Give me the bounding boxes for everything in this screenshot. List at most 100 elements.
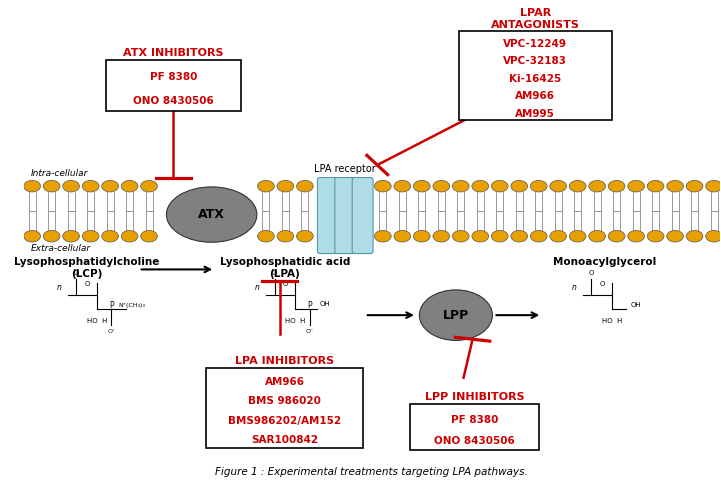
Text: PF 8380: PF 8380 <box>451 415 498 424</box>
Text: Intra-cellular: Intra-cellular <box>31 169 88 179</box>
Circle shape <box>570 181 586 192</box>
Text: O⁻: O⁻ <box>306 329 314 334</box>
Circle shape <box>82 230 99 242</box>
Text: ATX INHIBITORS: ATX INHIBITORS <box>123 48 224 59</box>
FancyBboxPatch shape <box>335 178 355 254</box>
Circle shape <box>102 181 118 192</box>
Circle shape <box>433 181 450 192</box>
Text: P: P <box>307 302 312 310</box>
Text: AM966: AM966 <box>516 91 555 101</box>
Text: n: n <box>255 283 260 292</box>
Text: LPA INHIBITORS: LPA INHIBITORS <box>235 356 335 366</box>
Circle shape <box>531 181 547 192</box>
Text: VPC-12249: VPC-12249 <box>503 39 567 49</box>
Text: HO  H: HO H <box>285 318 306 324</box>
Text: HO  H: HO H <box>87 318 107 324</box>
Circle shape <box>628 181 645 192</box>
Text: BMS 986020: BMS 986020 <box>248 396 321 406</box>
Circle shape <box>394 230 411 242</box>
Circle shape <box>492 181 508 192</box>
Circle shape <box>277 230 293 242</box>
Circle shape <box>706 230 721 242</box>
Circle shape <box>472 230 489 242</box>
Text: ATX: ATX <box>198 208 225 221</box>
Circle shape <box>589 230 606 242</box>
Text: PF 8380: PF 8380 <box>150 72 197 82</box>
Text: P: P <box>109 302 114 310</box>
Ellipse shape <box>420 290 492 340</box>
Circle shape <box>296 230 313 242</box>
Text: Lysophosphatidylcholine
(LCP): Lysophosphatidylcholine (LCP) <box>14 257 159 279</box>
Text: Ki-16425: Ki-16425 <box>509 74 562 84</box>
Circle shape <box>63 230 79 242</box>
Circle shape <box>374 230 392 242</box>
Circle shape <box>647 181 664 192</box>
Circle shape <box>609 181 625 192</box>
Text: OH: OH <box>630 302 641 308</box>
Circle shape <box>550 181 567 192</box>
Circle shape <box>686 230 703 242</box>
Circle shape <box>706 181 721 192</box>
Text: n: n <box>571 283 576 292</box>
Circle shape <box>43 230 60 242</box>
Text: O: O <box>272 270 278 276</box>
Circle shape <box>141 230 157 242</box>
Text: AM995: AM995 <box>516 108 555 119</box>
Text: LPP INHIBITORS: LPP INHIBITORS <box>425 393 524 403</box>
Circle shape <box>257 181 274 192</box>
Circle shape <box>413 181 430 192</box>
Bar <box>206 368 363 448</box>
Circle shape <box>531 230 547 242</box>
Ellipse shape <box>167 187 257 242</box>
Circle shape <box>121 181 138 192</box>
Circle shape <box>570 230 586 242</box>
Circle shape <box>374 181 392 192</box>
Circle shape <box>63 181 79 192</box>
Circle shape <box>433 230 450 242</box>
Circle shape <box>394 181 411 192</box>
Bar <box>459 31 611 121</box>
Text: ONO 8430506: ONO 8430506 <box>133 96 213 106</box>
Text: OH: OH <box>319 302 330 307</box>
Text: LPAR
ANTAGONISTS: LPAR ANTAGONISTS <box>491 8 580 30</box>
Circle shape <box>647 230 664 242</box>
Bar <box>105 60 242 111</box>
Circle shape <box>511 230 528 242</box>
Circle shape <box>609 230 625 242</box>
FancyBboxPatch shape <box>317 178 338 254</box>
Text: N⁺(CH₃)₃: N⁺(CH₃)₃ <box>118 303 146 308</box>
Text: n: n <box>56 283 61 292</box>
Text: SAR100842: SAR100842 <box>251 435 318 445</box>
Text: O: O <box>84 281 90 287</box>
Circle shape <box>492 230 508 242</box>
Circle shape <box>43 181 60 192</box>
Text: BMS986202/AM152: BMS986202/AM152 <box>228 416 341 425</box>
Circle shape <box>472 181 489 192</box>
Circle shape <box>452 181 469 192</box>
Text: Lysophosphatidic acid
(LPA): Lysophosphatidic acid (LPA) <box>219 257 350 279</box>
Circle shape <box>686 181 703 192</box>
Text: AM966: AM966 <box>265 377 305 387</box>
Circle shape <box>511 181 528 192</box>
Circle shape <box>257 230 274 242</box>
Text: O: O <box>599 281 605 287</box>
Circle shape <box>413 230 430 242</box>
Circle shape <box>628 230 645 242</box>
Text: O: O <box>588 270 594 276</box>
Circle shape <box>82 181 99 192</box>
Text: Extra-cellular: Extra-cellular <box>31 244 91 253</box>
Circle shape <box>452 230 469 242</box>
Text: O⁻: O⁻ <box>107 329 115 334</box>
Bar <box>410 405 539 450</box>
Circle shape <box>296 181 313 192</box>
Text: O: O <box>283 281 288 287</box>
FancyBboxPatch shape <box>353 178 373 254</box>
Text: VPC-32183: VPC-32183 <box>503 56 567 66</box>
Text: ONO 8430506: ONO 8430506 <box>434 437 515 446</box>
Text: LPP: LPP <box>443 309 469 322</box>
Circle shape <box>550 230 567 242</box>
Circle shape <box>121 230 138 242</box>
Text: HO  H: HO H <box>601 318 622 324</box>
Text: Monoacylglycerol: Monoacylglycerol <box>553 257 656 267</box>
Circle shape <box>667 181 684 192</box>
